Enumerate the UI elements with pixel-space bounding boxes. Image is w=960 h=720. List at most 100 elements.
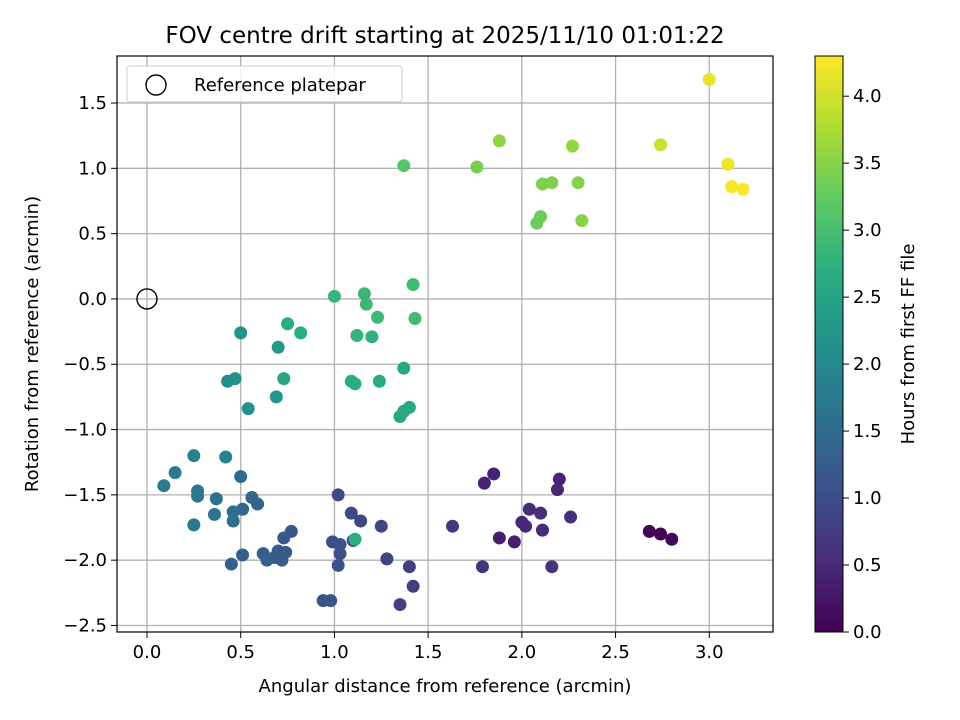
scatter-point	[552, 472, 566, 486]
y-tick-label: 1.5	[78, 93, 107, 114]
scatter-point	[187, 518, 201, 532]
scatter-point	[224, 557, 238, 571]
reference-platepar-marker	[136, 288, 158, 310]
x-tick-label: 2.5	[601, 642, 630, 663]
scatter-point	[654, 527, 668, 541]
scatter-point	[545, 560, 559, 574]
scatter-point	[492, 531, 506, 545]
legend-label: Reference platepar	[194, 75, 366, 96]
scatter-point	[371, 310, 385, 324]
legend-reference-marker-icon	[145, 74, 167, 96]
scatter-point	[571, 176, 585, 190]
y-tick-label: −2.5	[63, 615, 107, 636]
scatter-point	[470, 160, 484, 174]
y-axis-label: Rotation from reference (arcmin)	[22, 196, 43, 492]
y-tick-label: 0.5	[78, 224, 107, 245]
scatter-point	[519, 519, 533, 533]
scatter-point	[477, 476, 491, 490]
colorbar-tick-label: 0.0	[853, 622, 882, 643]
scatter-point	[408, 312, 422, 326]
legend: Reference platepar	[126, 65, 403, 103]
scatter-point	[236, 548, 250, 562]
scatter-point	[721, 157, 735, 171]
y-tick-label: 1.0	[78, 158, 107, 179]
y-tick-label: −2.0	[63, 550, 107, 571]
scatter-point	[522, 502, 536, 516]
x-tick-label: 0.0	[133, 642, 162, 663]
y-tick-label: 0.0	[78, 289, 107, 310]
colorbar-label: Hours from first FF file	[898, 244, 919, 445]
scatter-point	[397, 159, 411, 173]
scatter-point	[359, 297, 373, 311]
grid	[117, 56, 773, 632]
scatter-point	[736, 182, 750, 196]
x-tick-label: 2.0	[508, 642, 537, 663]
scatter-point	[226, 514, 240, 528]
scatter-point	[487, 467, 501, 481]
data-points	[157, 73, 750, 612]
scatter-point	[234, 470, 248, 484]
scatter-point	[534, 506, 548, 520]
scatter-point	[545, 176, 559, 190]
x-tick-label: 3.0	[695, 642, 724, 663]
colorbar-tick-label: 1.5	[853, 421, 882, 442]
scatter-point	[269, 390, 283, 404]
colorbar-tick-label: 2.0	[853, 354, 882, 375]
scatter-point	[209, 492, 223, 506]
scatter-point	[406, 579, 420, 593]
scatter-point	[191, 489, 205, 503]
scatter-point	[372, 374, 386, 388]
colorbar-tick-label: 3.5	[853, 153, 882, 174]
scatter-point	[344, 506, 358, 520]
scatter-point	[348, 532, 362, 546]
scatter-point	[475, 560, 489, 574]
scatter-point	[327, 289, 341, 303]
scatter-point	[331, 558, 345, 572]
scatter-point	[492, 134, 506, 148]
scatter-point	[219, 450, 233, 464]
scatter-point	[575, 214, 589, 228]
scatter-point	[157, 479, 171, 493]
x-tick-label: 1.0	[320, 642, 349, 663]
colorbar-tick-label: 1.0	[853, 488, 882, 509]
scatter-point	[234, 326, 248, 340]
scatter-point	[725, 180, 739, 194]
scatter-point	[168, 466, 182, 480]
colorbar-tick-label: 3.0	[853, 220, 882, 241]
scatter-point	[187, 449, 201, 463]
scatter-point	[397, 361, 411, 375]
scatter-point	[665, 532, 679, 546]
x-axis-label: Angular distance from reference (arcmin)	[259, 676, 632, 697]
scatter-point	[393, 598, 407, 612]
scatter-point	[642, 524, 656, 538]
scatter-point	[534, 210, 548, 224]
scatter-point	[550, 483, 564, 497]
scatter-point	[277, 531, 291, 545]
colorbar-ticks: 0.0 0.5 1.0 1.5 2.0 2.5 3.0 3.5 4.0	[843, 86, 882, 643]
y-tick-label: −1.0	[63, 420, 107, 441]
x-tick-label: 0.5	[226, 642, 255, 663]
scatter-point	[354, 514, 368, 528]
scatter-point	[406, 278, 420, 292]
scatter-point	[260, 553, 274, 567]
colorbar-tick-label: 2.5	[853, 287, 882, 308]
scatter-point	[445, 519, 459, 533]
plot-frame	[116, 55, 774, 633]
scatter-point	[654, 138, 668, 152]
scatter-point	[702, 73, 716, 87]
scatter-point	[245, 490, 259, 504]
scatter-point	[535, 523, 549, 537]
scatter-point	[281, 317, 295, 331]
x-tick-label: 1.5	[414, 642, 443, 663]
scatter-point	[207, 507, 221, 521]
scatter-point	[294, 326, 308, 340]
scatter-point	[357, 287, 371, 301]
chart-title: FOV centre drift starting at 2025/11/10 …	[165, 23, 724, 49]
scatter-point	[507, 535, 521, 549]
scatter-point	[331, 488, 345, 502]
scatter-point	[365, 330, 379, 344]
colorbar: 0.0 0.5 1.0 1.5 2.0 2.5 3.0 3.5 4.0 Hours from f…	[814, 55, 919, 643]
scatter-point	[228, 372, 242, 386]
y-tick-label: −0.5	[63, 354, 107, 375]
scatter-point	[275, 553, 289, 567]
